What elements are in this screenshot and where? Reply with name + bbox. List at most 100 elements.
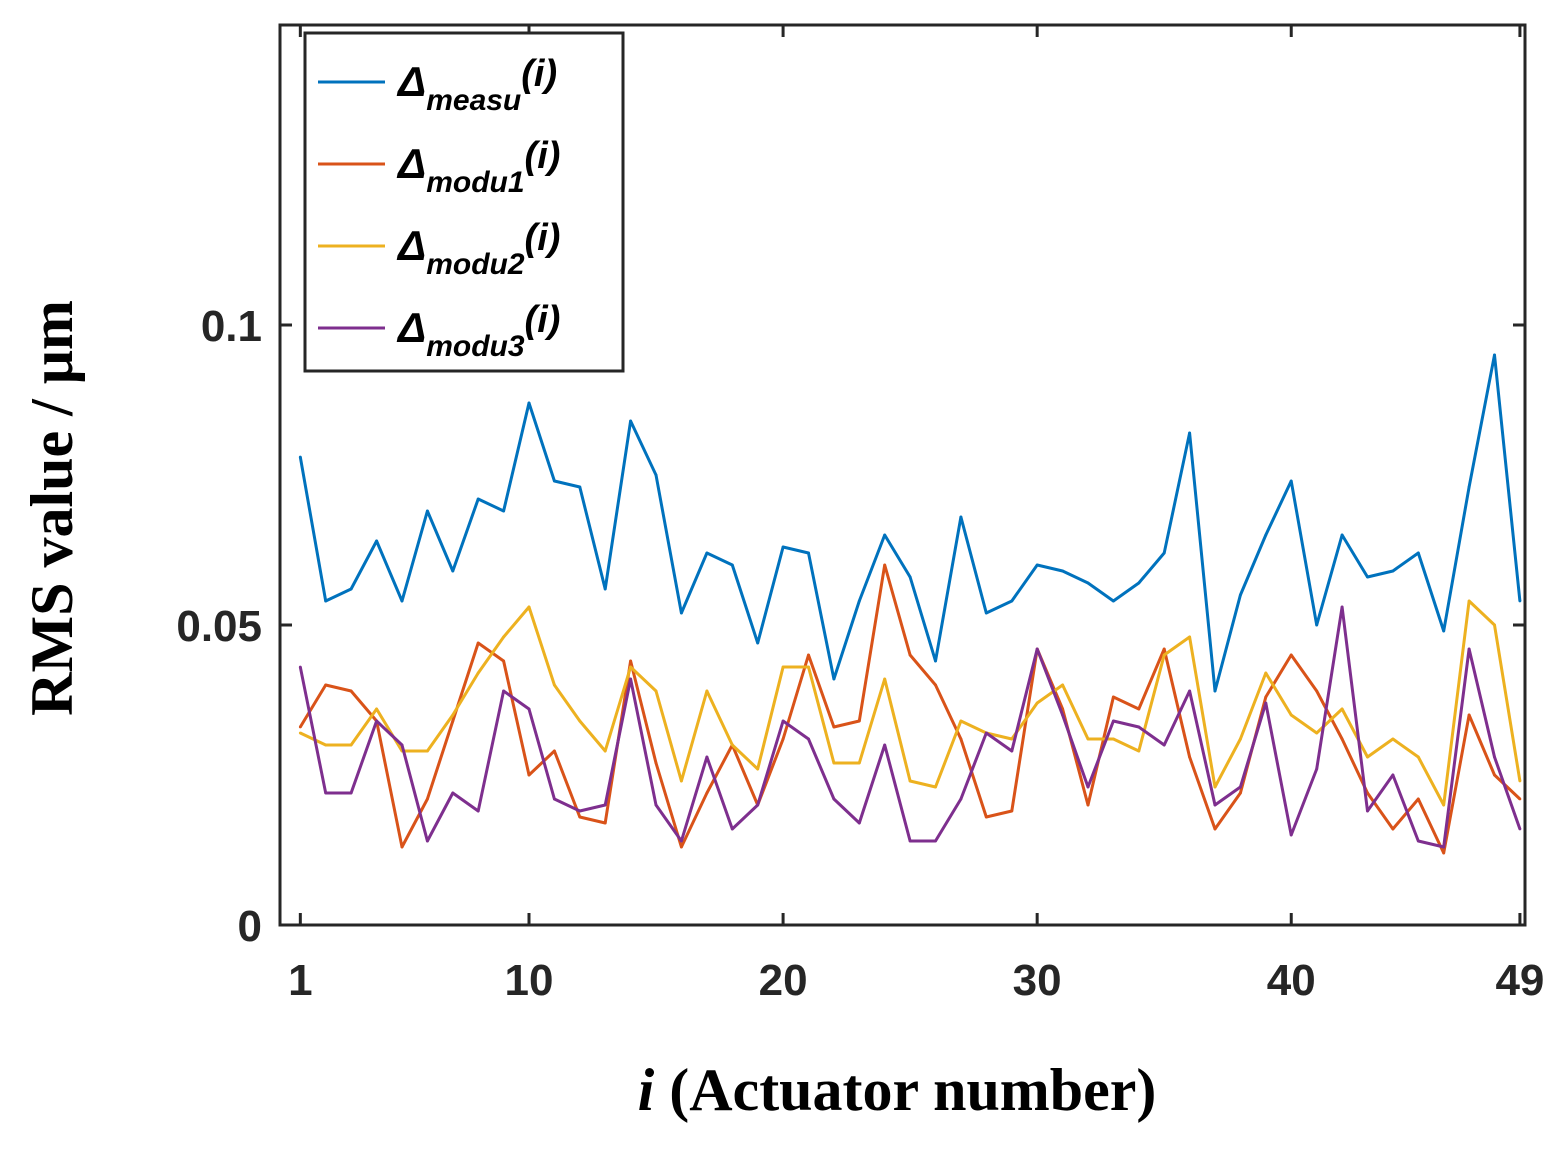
data-point-modu3-19 [756,803,760,807]
data-point-modu3-4 [375,719,378,723]
legend-label-measu: Δmeasu(i) [396,53,557,117]
data-point-measu-8 [476,497,480,501]
data-point-modu3-22 [832,797,836,801]
legend-suffix: (i) [525,217,561,259]
data-point-modu1-40 [1289,653,1293,657]
data-point-modu2-40 [1289,713,1293,717]
data-point-modu3-17 [705,755,709,759]
data-point-modu1-17 [705,791,709,795]
data-point-modu1-15 [654,761,658,765]
data-point-measu-24 [883,533,887,537]
data-point-modu1-24 [883,563,887,567]
legend-symbol: Δ [396,140,426,187]
data-point-modu2-11 [553,683,556,687]
data-point-modu2-44 [1391,737,1395,741]
legend-subscript: modu1 [426,166,524,199]
data-point-measu-35 [1162,551,1166,555]
data-point-modu3-13 [603,803,607,807]
legend-symbol: Δ [396,58,426,105]
data-point-measu-12 [578,485,582,489]
y-axis-label: RMS value / μm [19,300,85,716]
data-point-modu3-40 [1289,833,1293,837]
data-point-measu-36 [1188,431,1191,435]
data-point-modu3-49 [1518,827,1522,831]
data-point-modu3-27 [959,797,963,801]
data-point-modu2-18 [730,743,734,747]
x-axis-label-italic: i [638,1057,655,1123]
data-point-modu2-3 [349,743,353,747]
data-point-modu3-25 [908,839,912,843]
data-point-modu2-10 [527,605,531,609]
data-point-modu3-36 [1188,689,1191,693]
y-axis: 0 0.05 0.1 [176,302,1525,951]
data-point-modu3-28 [984,731,988,735]
data-point-modu1-10 [527,773,531,777]
data-point-measu-10 [527,401,531,405]
data-point-modu2-48 [1493,623,1496,627]
data-point-modu3-11 [553,797,556,801]
data-point-modu2-22 [832,761,836,765]
data-point-measu-43 [1366,575,1369,579]
data-point-measu-39 [1264,533,1268,537]
data-point-modu1-14 [629,659,632,663]
data-point-measu-27 [959,515,963,519]
data-point-measu-28 [984,611,988,615]
data-point-modu3-15 [654,803,658,807]
data-point-modu3-8 [476,809,480,813]
data-point-modu3-46 [1442,845,1446,849]
data-point-measu-4 [375,539,378,543]
data-point-modu2-42 [1340,707,1344,711]
data-point-measu-23 [857,599,861,603]
data-point-modu1-39 [1264,695,1268,699]
series-layer [298,353,1522,855]
data-point-modu3-7 [451,791,455,795]
x-tick-label: 10 [505,956,554,1005]
data-point-measu-26 [934,659,937,663]
data-point-modu3-34 [1137,725,1141,729]
data-point-measu-11 [553,479,556,483]
data-point-measu-44 [1391,569,1395,573]
y-tick-label: 0.1 [201,302,262,351]
data-point-measu-7 [451,569,455,573]
data-point-modu3-43 [1366,809,1369,813]
data-point-modu2-43 [1366,755,1369,759]
data-point-modu2-25 [908,779,912,783]
data-point-measu-16 [680,611,683,615]
data-point-modu3-44 [1391,773,1395,777]
data-point-modu2-2 [324,743,328,747]
data-point-modu3-6 [426,839,429,843]
data-point-modu2-34 [1137,749,1141,753]
data-point-measu-15 [654,473,658,477]
data-point-modu1-8 [476,641,480,645]
x-tick-label: 30 [1013,956,1062,1005]
data-point-measu-20 [781,545,785,549]
data-point-measu-25 [908,575,912,579]
data-point-modu1-47 [1467,713,1471,717]
data-point-modu2-39 [1264,671,1268,675]
data-point-modu1-7 [451,719,455,723]
legend-subscript: measu [426,84,521,117]
data-point-modu1-21 [807,653,810,657]
data-point-modu1-44 [1391,827,1395,831]
data-point-measu-40 [1289,479,1293,483]
data-point-modu2-16 [680,779,683,783]
data-point-modu2-47 [1467,599,1471,603]
data-point-modu1-20 [781,737,785,741]
data-point-modu3-10 [527,707,531,711]
data-point-modu2-27 [959,719,963,723]
data-point-modu3-33 [1112,719,1115,723]
data-point-modu2-1 [298,731,302,735]
data-point-measu-31 [1061,569,1064,573]
data-point-measu-37 [1213,689,1217,693]
data-point-modu1-48 [1493,773,1496,777]
data-point-modu3-29 [1010,749,1014,753]
legend: Δmeasu(i)Δmodu1(i)Δmodu2(i)Δmodu3(i) [303,31,625,373]
data-point-measu-6 [426,509,429,513]
data-point-modu3-41 [1315,767,1319,771]
data-point-modu2-12 [578,719,582,723]
x-tick-label: 20 [759,956,808,1005]
data-point-modu1-25 [908,653,912,657]
legend-suffix: (i) [525,135,561,177]
data-point-modu2-13 [603,749,607,753]
